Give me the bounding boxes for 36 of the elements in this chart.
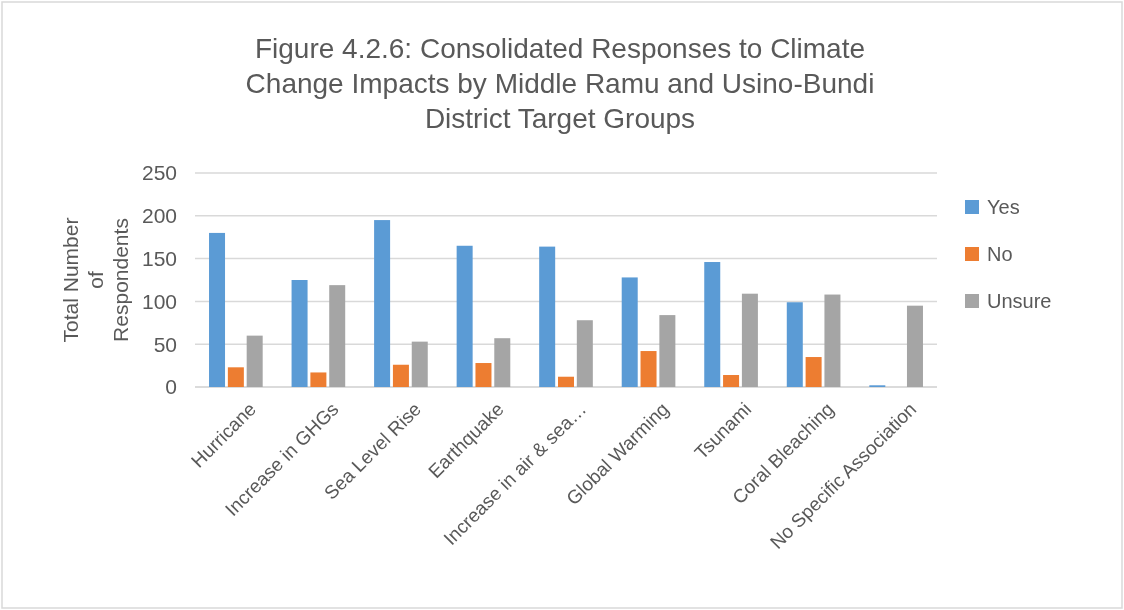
y-tick-label: 200 <box>141 204 177 228</box>
y-tick-label: 50 <box>153 332 177 356</box>
bar <box>621 277 638 387</box>
bar <box>576 320 593 387</box>
bar <box>659 315 676 387</box>
bar <box>494 338 511 387</box>
bar <box>704 262 721 387</box>
bar <box>246 335 263 387</box>
bar <box>640 351 657 387</box>
bar <box>824 294 841 387</box>
legend-label: Yes <box>987 196 1020 218</box>
bar <box>723 375 740 387</box>
bar <box>786 302 803 387</box>
bar <box>411 341 428 387</box>
bar <box>456 245 473 387</box>
bar <box>310 372 327 387</box>
bar <box>805 357 822 387</box>
bar <box>475 363 492 387</box>
bar <box>558 376 574 387</box>
bar <box>329 285 346 387</box>
y-tick-label: 250 <box>141 161 177 185</box>
legend-label: No <box>987 243 1013 265</box>
y-tick-label: 100 <box>141 289 177 313</box>
legend-label: Unsure <box>987 290 1052 312</box>
bar <box>539 246 556 387</box>
bar <box>741 293 758 387</box>
bar <box>209 232 226 387</box>
bar <box>291 280 308 387</box>
y-axis-title: Total Number of Respondents <box>59 217 132 343</box>
bar <box>227 367 244 387</box>
y-tick-label: 150 <box>141 246 177 270</box>
bar <box>374 220 391 387</box>
chart-title: Figure 4.2.6: Consolidated Responses to Climate Change Impacts by Middle Ramu and Usino-Bundi District Target Groups <box>245 33 875 134</box>
y-tick-label: 0 <box>165 375 177 399</box>
bar <box>906 305 923 387</box>
bar <box>392 364 409 387</box>
